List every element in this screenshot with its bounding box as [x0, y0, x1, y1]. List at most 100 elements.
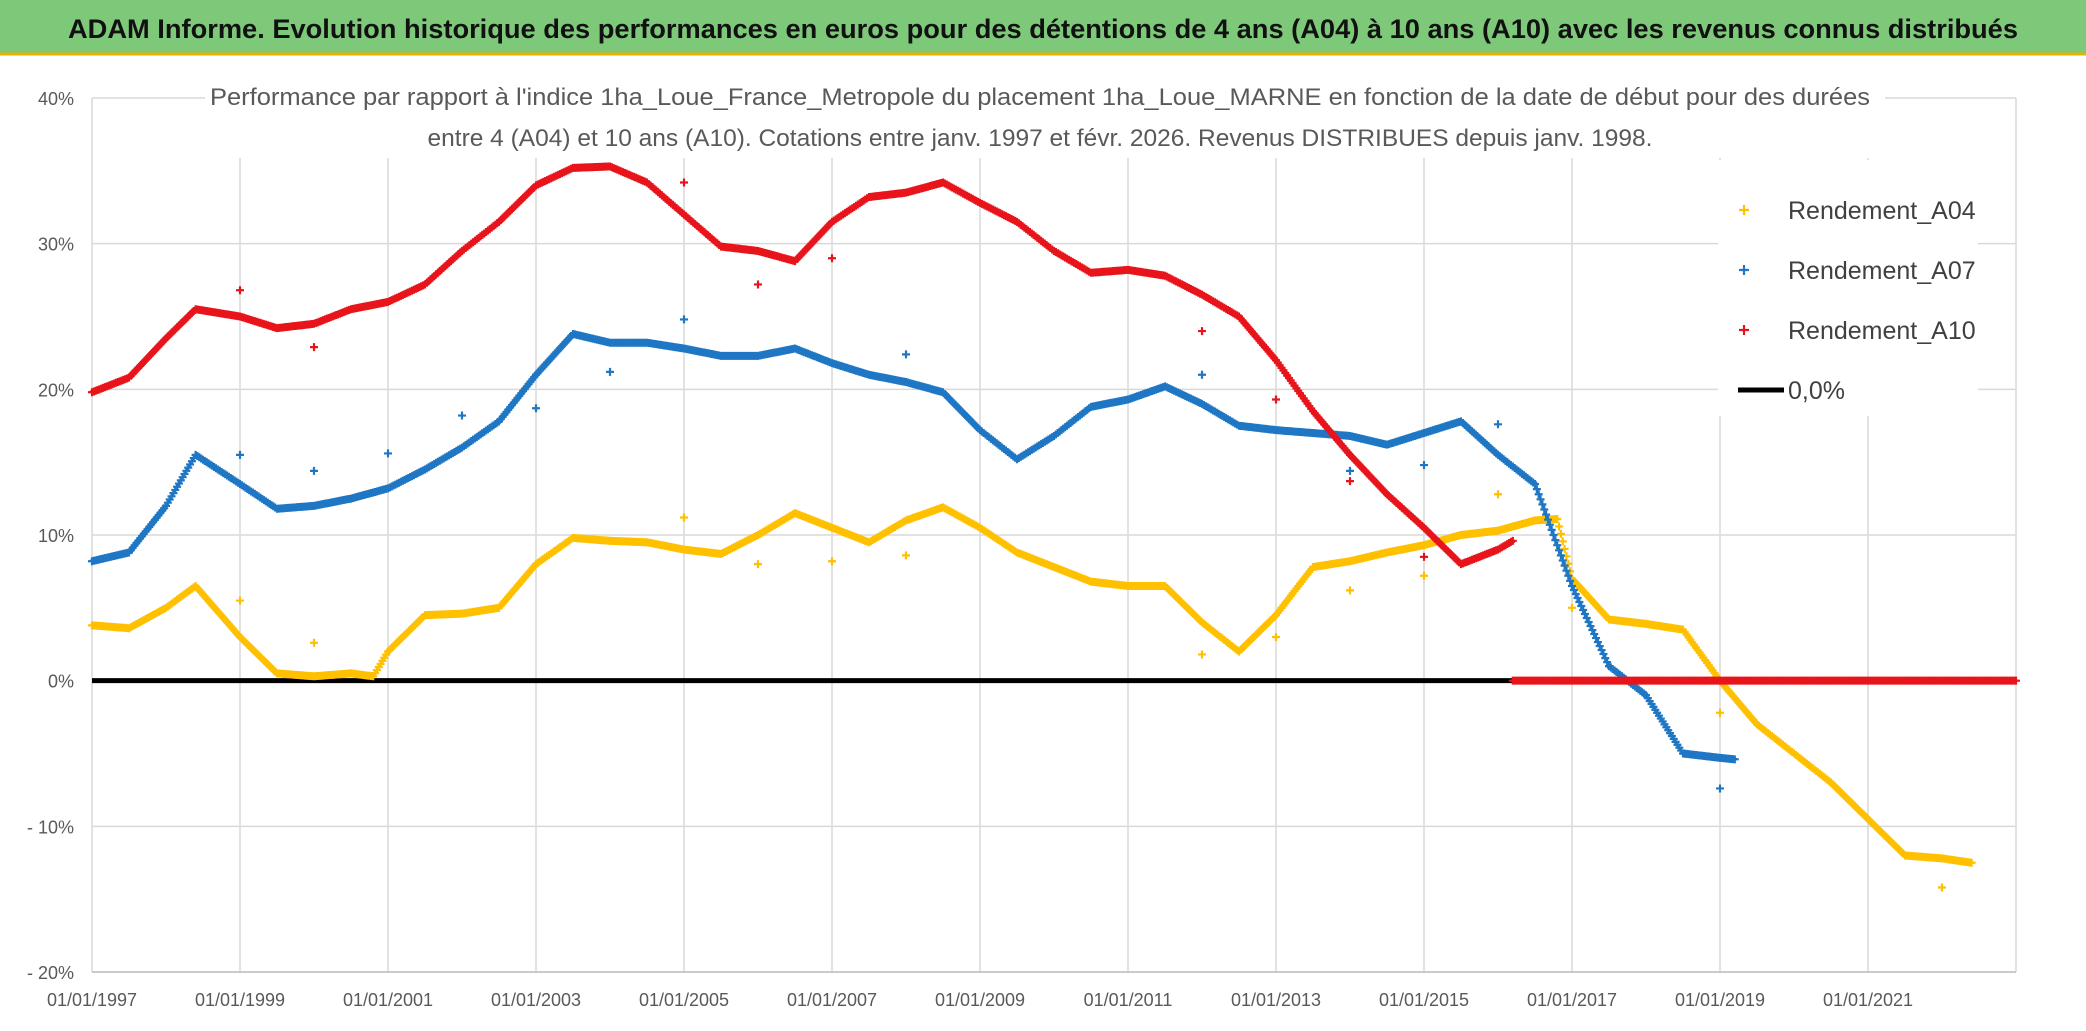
chart-title-background: [205, 78, 1885, 158]
a10-outlier-point: [680, 178, 688, 187]
chart-title-line1: Performance par rapport à l'indice 1ha_L…: [210, 84, 1870, 111]
a04-outlier-point: [1938, 883, 1946, 892]
a07-outlier-point: [1346, 466, 1354, 475]
a04-outlier-point: [1494, 490, 1502, 499]
x-tick-label: 01/01/2021: [1823, 990, 1913, 1010]
a04-outlier-point: [1198, 650, 1206, 659]
x-tick-label: 01/01/2003: [491, 990, 581, 1010]
y-tick-label: 0%: [48, 672, 74, 692]
a07-point: [1601, 654, 1610, 663]
a07-outlier-point: [680, 315, 688, 324]
a07-point: [1551, 536, 1560, 545]
y-tick-label: 40%: [38, 89, 74, 109]
a04-outlier-point: [1346, 586, 1354, 595]
legend-label-zero: 0,0%: [1788, 377, 1845, 405]
a07-outlier-point: [310, 466, 318, 475]
a07-point: [1564, 571, 1573, 580]
a10-outlier-point: [754, 280, 762, 289]
a07-point: [1560, 561, 1569, 570]
a07-point: [1599, 650, 1608, 659]
a07-point: [1555, 546, 1564, 555]
a07-point: [1540, 505, 1549, 514]
a07-point: [1579, 606, 1588, 615]
a10-outlier-point: [1346, 477, 1354, 486]
a04-point: [1967, 858, 1976, 867]
a10-outlier-point: [1420, 552, 1428, 561]
x-tick-label: 01/01/2005: [639, 990, 729, 1010]
axes: 40% 30% 20% 10% 0% - 10% - 20% 01/01/1997 01/01/…: [27, 89, 2016, 1010]
a10-outlier-point: [310, 343, 318, 352]
legend-marker-a07: [1739, 265, 1749, 275]
a07-point: [1536, 495, 1545, 504]
a07-point: [1543, 515, 1552, 524]
a07-point: [1553, 541, 1562, 550]
legend-label-a07: Rendement_A07: [1788, 257, 1976, 285]
banner-title: ADAM Informe. Evolution historique des p…: [68, 14, 2018, 44]
a07-outlier-point: [1494, 420, 1502, 429]
a07-point: [1532, 485, 1541, 494]
y-tick-label: 30%: [38, 235, 74, 255]
x-tick-label: 01/01/2017: [1527, 990, 1617, 1010]
x-tick-label: 01/01/2001: [343, 990, 433, 1010]
a07-outlier-point: [532, 404, 540, 413]
a07-point: [1556, 551, 1565, 560]
a07-point: [1577, 602, 1586, 611]
a04-outlier-point: [680, 513, 688, 522]
a07-point: [1569, 585, 1578, 594]
y-tick-label: 10%: [38, 526, 74, 546]
a07-point: [1558, 556, 1567, 565]
a07-outlier-point: [1716, 784, 1724, 793]
a07-outlier-point: [1420, 461, 1428, 470]
a07-outlier-point: [1198, 370, 1206, 379]
a07-point: [1573, 594, 1582, 603]
legend-label-a04: Rendement_A04: [1788, 197, 1976, 225]
a04-outlier-point: [1568, 603, 1576, 612]
a07-point: [1580, 610, 1589, 619]
x-tick-label: 01/01/2011: [1084, 990, 1173, 1010]
y-tick-label: 20%: [38, 380, 74, 400]
a04-outlier-point: [1420, 571, 1428, 580]
a04-point: [1556, 529, 1565, 538]
a04-outlier-point: [1272, 632, 1280, 641]
a07-outlier-point: [902, 350, 910, 359]
a07-point: [1586, 622, 1595, 631]
x-tick-label: 01/01/2019: [1675, 990, 1765, 1010]
a10-outlier-point: [828, 254, 836, 263]
a07-point: [1571, 589, 1580, 598]
legend-marker-a04: [1739, 205, 1749, 215]
a07-outlier-point: [236, 450, 244, 459]
a04-point: [1560, 544, 1569, 553]
a07-point: [1568, 581, 1576, 590]
a10-point: [1508, 536, 1517, 545]
a04-point: [1553, 514, 1562, 523]
banner-background: [0, 0, 2086, 54]
x-tick-label: 01/01/2007: [787, 990, 877, 1010]
a07-point: [1597, 646, 1606, 655]
y-tick-label: - 20%: [27, 963, 74, 983]
legend-marker-a10: [1739, 325, 1749, 335]
a07-point: [1562, 566, 1571, 575]
a04-outlier-point: [754, 560, 762, 569]
a07-point: [1549, 531, 1558, 539]
x-tick-label: 01/01/1999: [195, 990, 285, 1010]
a07-point: [1547, 525, 1556, 534]
a07-point: [1542, 510, 1551, 519]
a10-outlier-point: [1198, 327, 1206, 336]
x-tick-label: 01/01/2009: [935, 990, 1025, 1010]
a04-outlier-point: [236, 596, 244, 605]
a07-point: [1575, 598, 1584, 607]
a07-point: [1592, 634, 1601, 643]
a04-point: [1555, 522, 1564, 531]
a07-point: [1730, 755, 1739, 764]
a07-point: [1595, 642, 1604, 651]
a07-point: [1584, 618, 1593, 627]
legend-background: [1718, 160, 1978, 416]
a04-outlier-point: [902, 551, 910, 560]
a07-point: [1538, 500, 1547, 509]
x-tick-label: 01/01/2013: [1231, 990, 1321, 1010]
a07-outlier-point: [606, 367, 614, 376]
a07-point: [1534, 490, 1543, 499]
a07-point: [1545, 520, 1554, 529]
a04-outlier-point: [828, 557, 836, 566]
